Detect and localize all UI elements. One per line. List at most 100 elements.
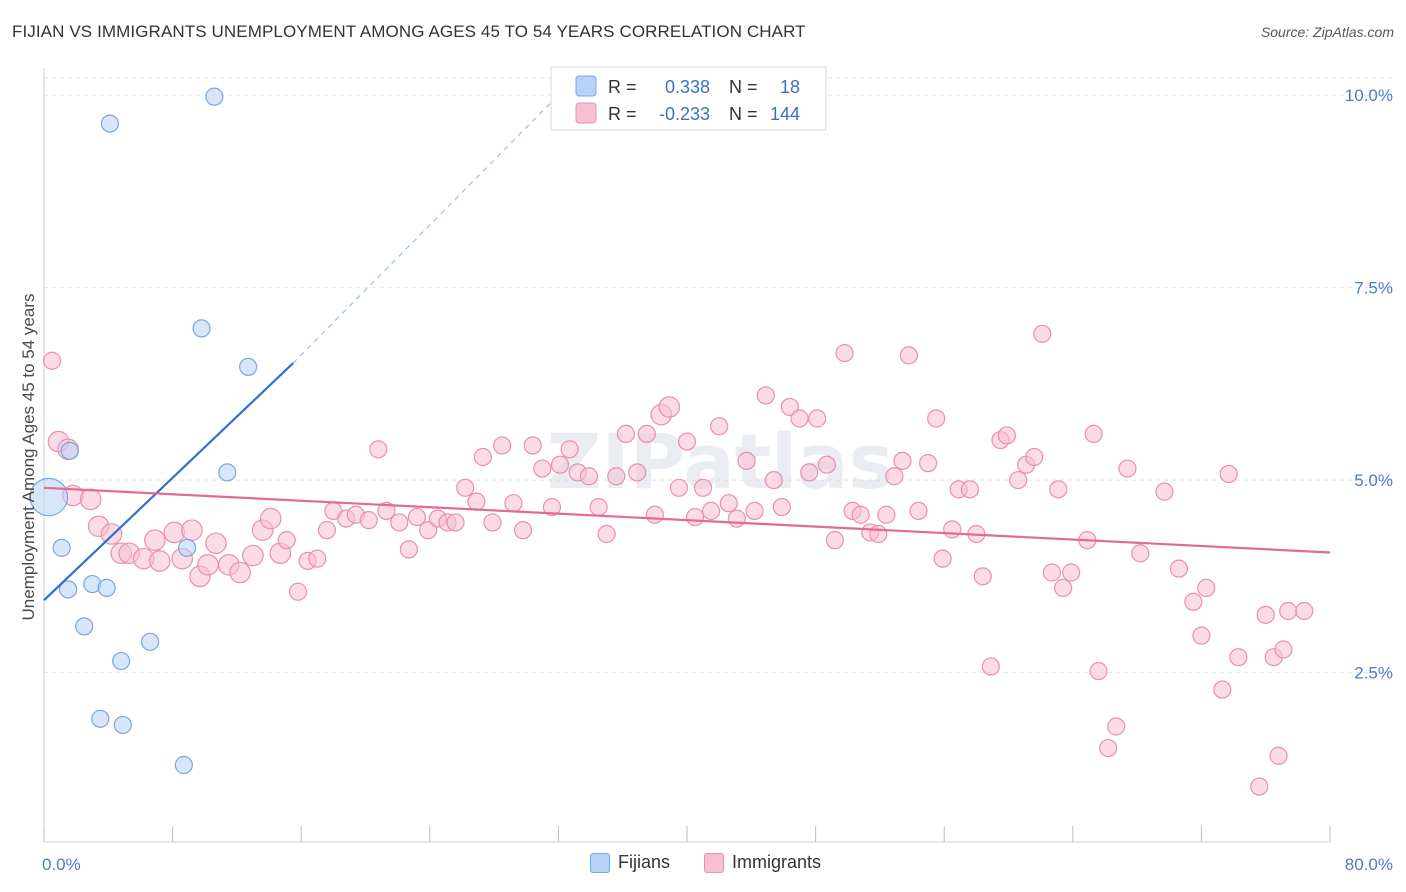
immigrants-point [927, 409, 946, 428]
immigrants-point [764, 471, 783, 490]
immigrants-point [1107, 717, 1126, 736]
fijians-point [75, 617, 94, 636]
y-tick-labels: 2.5% 5.0% 7.5% 10.0% [1345, 86, 1393, 683]
immigrants-point [899, 346, 918, 365]
y-tick-label: 5.0% [1354, 471, 1393, 490]
immigrants-point [772, 497, 791, 517]
immigrants-point [1118, 459, 1137, 478]
fijians-point [91, 709, 110, 728]
immigrants-point [560, 440, 579, 459]
stats-legend-box [550, 66, 827, 131]
immigrants-point [745, 501, 764, 520]
immigrants-point [369, 440, 388, 459]
immigrants-point [597, 524, 616, 544]
immigrants-point [825, 531, 844, 550]
immigrants-point [1033, 324, 1052, 343]
immigrants-point [607, 467, 626, 486]
immigrants-point [1197, 578, 1216, 598]
immigrants-point [288, 582, 308, 601]
fijians-point [218, 463, 237, 482]
fijians-trend-line [43, 362, 294, 602]
immigrants-point [1089, 661, 1108, 681]
immigrants-point [835, 343, 854, 363]
axes [43, 68, 1331, 843]
fijians-point [97, 578, 116, 598]
y-axis-label: Unemployment Among Ages 45 to 54 years [19, 294, 38, 621]
fijians-point [205, 87, 224, 106]
immigrants-n-label: N = [729, 104, 758, 124]
immigrants-point [308, 549, 327, 568]
immigrants-point [259, 507, 282, 530]
immigrants-point [790, 409, 809, 428]
immigrants-point [756, 386, 775, 405]
immigrants-points [42, 324, 1314, 796]
immigrants-point [504, 494, 523, 513]
immigrants-point [148, 550, 171, 572]
immigrants-point [808, 409, 827, 428]
chart-title: FIJIAN VS IMMIGRANTS UNEMPLOYMENT AMONG … [12, 22, 806, 41]
fijians-point [177, 538, 197, 557]
immigrants-point [1042, 563, 1062, 582]
x-tick-max: 80.0% [1345, 855, 1393, 874]
immigrants-point [277, 531, 296, 550]
immigrants-point [1131, 544, 1150, 563]
immigrants-point [1295, 601, 1314, 621]
immigrants-point [242, 544, 264, 567]
immigrants-point [579, 467, 599, 486]
fijians-point [59, 580, 78, 599]
fijians-point [60, 441, 79, 460]
immigrants-point [446, 513, 465, 532]
immigrants-point [628, 463, 647, 482]
x-tick-min: 0.0% [42, 855, 81, 874]
immigrants-point [669, 478, 689, 497]
immigrants-point [144, 529, 166, 551]
immigrants-point [533, 459, 552, 478]
immigrants-point [377, 501, 396, 520]
immigrants-point [997, 426, 1016, 445]
immigrants-point [205, 532, 227, 555]
fijians-n-value: 18 [780, 77, 800, 97]
immigrants-r-value: -0.233 [659, 104, 710, 124]
immigrants-r-label: R = [608, 104, 637, 124]
immigrants-point [1169, 559, 1188, 578]
legend-item-immigrants: Immigrants [704, 852, 821, 873]
fijians-point [113, 715, 132, 735]
immigrants-point [1049, 480, 1068, 499]
legend-swatch-immigrants [704, 852, 725, 873]
fijians-point [52, 538, 71, 557]
fijians-r-label: R = [608, 77, 637, 97]
fijians-points [29, 87, 258, 775]
fijians-point [239, 357, 258, 377]
stats-legend: R = 0.338 N = 18 R = -0.233 N = 144 [550, 66, 827, 131]
immigrants-point [851, 505, 870, 524]
fijians-swatch [575, 75, 597, 97]
immigrants-point [483, 513, 502, 532]
immigrants-point [800, 463, 819, 482]
fijians-trend-extension [292, 94, 559, 364]
immigrants-point [390, 513, 409, 532]
immigrants-point [693, 478, 713, 497]
immigrants-point [893, 451, 912, 470]
immigrants-point [981, 657, 1000, 676]
immigrants-point [817, 455, 836, 474]
fijians-point [100, 114, 120, 133]
trend-lines [43, 94, 1331, 602]
immigrants-point [1229, 648, 1248, 667]
immigrants-point [229, 561, 251, 584]
immigrants-point [1025, 447, 1044, 467]
immigrants-trend-line [43, 486, 1331, 554]
immigrants-point [616, 424, 636, 443]
legend-swatch-fijians [590, 852, 610, 873]
immigrants-point [1250, 777, 1269, 796]
immigrants-point [100, 523, 123, 545]
immigrants-point [1274, 640, 1293, 659]
immigrants-point [589, 497, 608, 517]
immigrants-point [467, 492, 486, 511]
immigrants-point [1219, 464, 1238, 484]
immigrants-point [79, 488, 102, 511]
y-tick-label: 2.5% [1354, 664, 1393, 683]
immigrants-point [456, 478, 475, 497]
immigrants-point [1099, 738, 1118, 758]
immigrants-point [909, 501, 928, 520]
